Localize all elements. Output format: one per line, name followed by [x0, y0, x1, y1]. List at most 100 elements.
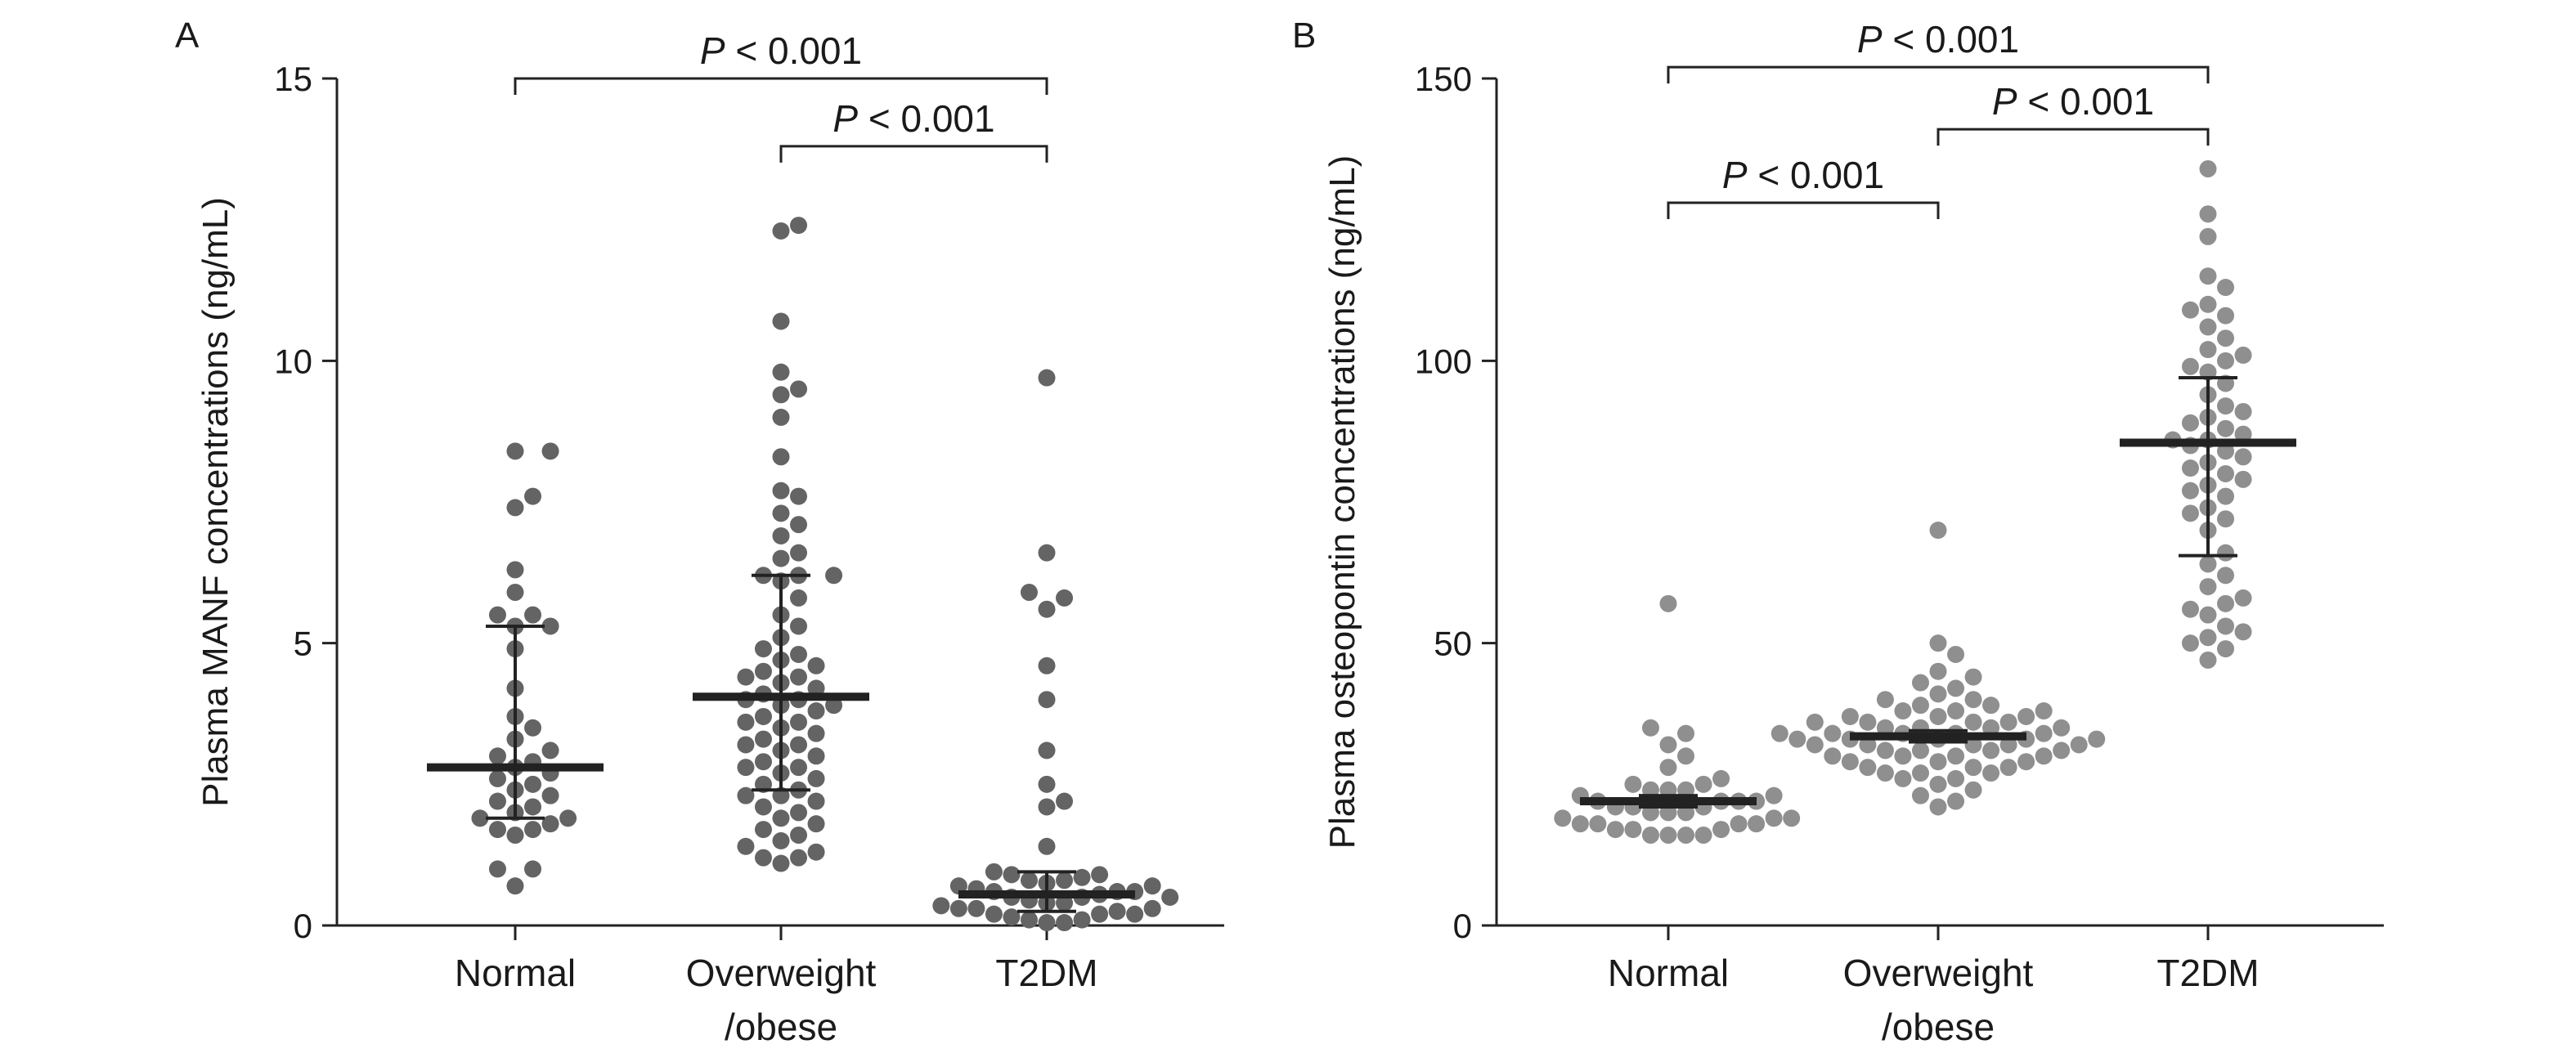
panel-letter: B — [1292, 16, 1316, 56]
data-point — [524, 775, 542, 793]
data-point — [1003, 866, 1021, 884]
data-point — [1589, 815, 1607, 833]
data-point — [790, 589, 808, 607]
data-point — [737, 759, 755, 777]
data-point — [790, 759, 808, 777]
significance-p: P — [832, 97, 858, 140]
data-point — [772, 549, 790, 567]
data-point — [2217, 567, 2235, 585]
data-point — [1929, 685, 1947, 703]
data-point — [1788, 730, 1806, 748]
data-point — [2217, 510, 2235, 528]
data-point — [2181, 414, 2199, 432]
data-point — [506, 561, 524, 579]
data-point — [1806, 736, 1824, 754]
data-point — [1947, 792, 1965, 810]
data-point — [754, 753, 772, 771]
data-point — [754, 798, 772, 816]
data-point — [1947, 769, 1965, 787]
data-point — [2199, 629, 2217, 647]
data-point — [737, 713, 755, 731]
y-tick-label: 50 — [1434, 625, 1472, 663]
data-point — [967, 899, 985, 917]
data-point — [1982, 742, 2000, 760]
data-point — [2199, 295, 2217, 313]
data-point — [2234, 346, 2252, 364]
data-point — [754, 730, 772, 748]
data-point — [1056, 914, 1074, 932]
data-point — [541, 442, 559, 460]
data-point — [1161, 888, 1179, 906]
data-point — [1659, 826, 1677, 844]
data-point — [2217, 279, 2235, 297]
data-point — [2199, 341, 2217, 359]
significance-p: P — [1992, 80, 2017, 123]
data-point — [2217, 307, 2235, 325]
data-point — [1929, 775, 1947, 793]
data-point — [1770, 724, 1788, 742]
category-label: Normal — [455, 952, 576, 994]
data-point — [737, 736, 755, 754]
y-tick-label: 15 — [274, 60, 312, 98]
data-point — [1038, 369, 1056, 387]
data-point — [807, 843, 825, 861]
data-point — [1964, 668, 1982, 686]
data-point — [2053, 742, 2071, 760]
data-point — [790, 736, 808, 754]
data-point — [1982, 719, 2000, 737]
data-point — [1876, 742, 1894, 760]
data-point — [1554, 809, 1572, 827]
significance-value: < 0.001 — [725, 29, 863, 72]
data-point — [790, 487, 808, 505]
data-point — [737, 668, 755, 686]
data-point — [1911, 674, 1929, 692]
panel-b: B 0 50 100 150 Plasma osteopontin concentrati… — [1292, 16, 2384, 1048]
data-point — [807, 792, 825, 810]
data-point — [488, 747, 506, 765]
y-tick-label: 150 — [1415, 60, 1472, 98]
data-point — [506, 584, 524, 602]
data-point — [2053, 719, 2071, 737]
data-point — [541, 742, 559, 760]
data-point — [754, 849, 772, 867]
y-tick-label: 5 — [294, 625, 312, 663]
data-point — [790, 668, 808, 686]
data-point — [524, 487, 542, 505]
data-point — [737, 837, 755, 855]
significance-bracket — [779, 145, 1048, 163]
category-label: /obese — [1882, 1006, 1995, 1048]
data-point — [2217, 487, 2235, 505]
data-point — [807, 724, 825, 742]
data-point — [985, 863, 1003, 881]
data-point — [790, 544, 808, 562]
data-point — [1894, 747, 1912, 765]
data-point — [541, 786, 559, 804]
data-point — [790, 380, 808, 398]
data-point — [1677, 826, 1695, 844]
data-point — [772, 854, 790, 872]
significance-value: < 0.001 — [1748, 154, 1885, 196]
data-point — [1056, 872, 1074, 889]
data-point — [790, 617, 808, 635]
data-point — [754, 821, 772, 839]
significance-p: P — [1722, 154, 1748, 196]
data-point — [1859, 759, 1877, 777]
data-point — [2199, 578, 2217, 596]
data-point — [772, 312, 790, 330]
data-point — [488, 860, 506, 878]
data-point — [1659, 736, 1677, 754]
category-label: Overweight — [1843, 952, 2034, 994]
data-point — [807, 679, 825, 697]
data-point — [1964, 691, 1982, 709]
significance-bracket — [514, 77, 1048, 95]
significance-label: P < 0.001 — [700, 29, 862, 72]
data-point — [1020, 911, 1038, 929]
data-point — [2217, 442, 2235, 460]
data-point — [524, 798, 542, 816]
data-point — [807, 747, 825, 765]
data-point — [524, 719, 542, 737]
data-point — [559, 809, 577, 827]
data-point — [1038, 600, 1056, 618]
significance-label: P < 0.001 — [1857, 18, 2019, 60]
data-point — [807, 769, 825, 787]
